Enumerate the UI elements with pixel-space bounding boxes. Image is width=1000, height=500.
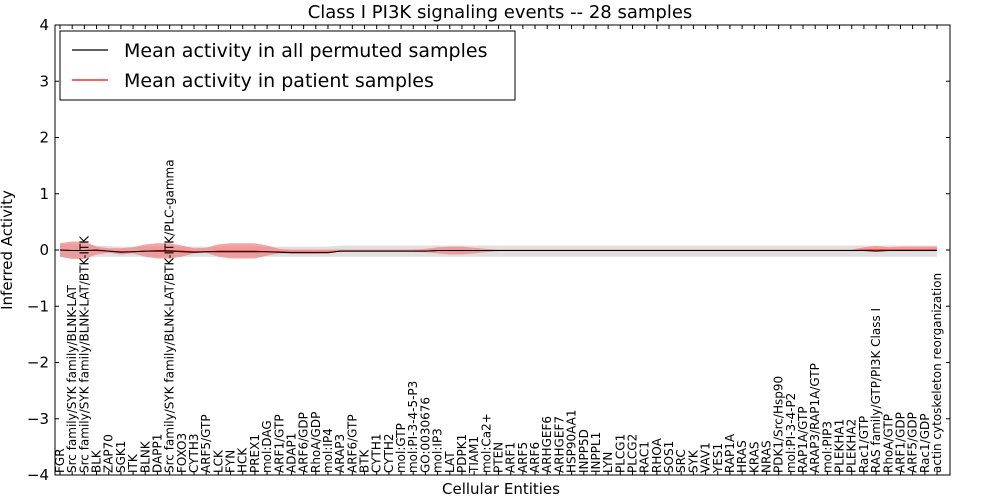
x-tick-label: YES1 bbox=[711, 443, 725, 474]
x-tick-label: ARF5/GTP bbox=[199, 414, 213, 473]
x-tick-label: PLEKHA1 bbox=[833, 419, 847, 473]
y-tick-label: 3 bbox=[39, 72, 49, 90]
x-tick-label: ARF6/GDP bbox=[297, 412, 311, 473]
y-tick-label: 4 bbox=[39, 16, 49, 34]
x-tick-label: NRAS bbox=[759, 440, 773, 473]
x-axis-label: Cellular Entities bbox=[442, 480, 560, 498]
y-tick-label: −2 bbox=[27, 354, 49, 372]
legend-box bbox=[59, 30, 516, 101]
x-tick-label: ITK bbox=[126, 453, 140, 473]
y-tick-label: 0 bbox=[39, 241, 49, 259]
x-tick-label: ARF1 bbox=[504, 442, 518, 473]
x-tick-label: LCK bbox=[211, 449, 225, 473]
x-tick-label: RAC1 bbox=[638, 441, 652, 473]
x-tick-label: LYN bbox=[601, 452, 615, 473]
x-tick-label: FYN bbox=[224, 450, 238, 473]
x-tick-label: HRAS bbox=[735, 440, 749, 473]
x-tick-label: PLEKHA2 bbox=[845, 419, 859, 473]
x-tick-label: RhoA/GDP bbox=[309, 412, 323, 473]
y-tick-label: −4 bbox=[27, 466, 49, 484]
x-tick-label: RhoA/GTP bbox=[881, 414, 895, 473]
x-tick-label: FOXO3 bbox=[175, 433, 189, 473]
x-tick-label: CYTH3 bbox=[187, 434, 201, 474]
y-tick-label: −3 bbox=[27, 410, 49, 428]
x-tick-label: ARHGEF6 bbox=[540, 416, 554, 473]
x-tick-label: RAS family/GTP/PI3K Class I bbox=[869, 308, 883, 473]
x-tick-label: ADAP1 bbox=[284, 433, 298, 473]
x-tick-label: Rac1/GDP bbox=[918, 414, 932, 473]
x-tick-label: ZAP70 bbox=[102, 434, 116, 473]
x-tick-label: ARF6/GTP bbox=[345, 414, 359, 473]
x-tick-label: BLK bbox=[90, 449, 104, 473]
x-tick-label: mol:DAG bbox=[260, 420, 274, 473]
x-tick-label: mol:Ca2+ bbox=[479, 413, 493, 473]
x-tick-label: mol:IP4 bbox=[321, 428, 335, 473]
y-tick-label: −1 bbox=[27, 297, 49, 315]
legend-label-permuted: Mean activity in all permuted samples bbox=[124, 40, 487, 62]
y-tick-label: 2 bbox=[39, 129, 49, 147]
x-tick-label: PDPK1 bbox=[455, 434, 469, 473]
x-tick-label: ARF1/GDP bbox=[893, 412, 907, 473]
x-tick-label: ARF6 bbox=[528, 442, 542, 473]
x-tick-label: RAP1A/GTP bbox=[796, 406, 810, 473]
x-tick-label: SYK bbox=[686, 449, 700, 473]
x-tick-label: Src family/SYK family/BLNK-LAT bbox=[65, 284, 79, 473]
axis-ticks: 4 3 2 1 0 −1 −2 −3 −4 bbox=[27, 16, 950, 484]
x-tick-label: GO:0030676 bbox=[418, 397, 432, 473]
series-line-permuted bbox=[59, 249, 937, 254]
y-axis-label: Inferred Activity bbox=[0, 190, 16, 310]
x-tick-label: INPPL1 bbox=[589, 432, 603, 473]
x-tick-label: mol:PI-3-4-5-P3 bbox=[406, 381, 420, 473]
x-tick-label: BTK bbox=[358, 448, 372, 473]
x-tick-label: CYTH1 bbox=[370, 433, 384, 473]
x-tick-label: TIAM1 bbox=[467, 436, 481, 474]
x-tick-label: RAP1A bbox=[723, 433, 737, 473]
x-tick-label: ARF5 bbox=[516, 442, 530, 473]
x-tick-label: PLCG2 bbox=[625, 434, 639, 473]
x-tick-label: INPP5D bbox=[577, 429, 591, 473]
x-tick-label: HSP90AA1 bbox=[565, 409, 579, 473]
x-tick-label: mol:PI-3-4-P2 bbox=[784, 393, 798, 473]
x-tick-label: PREX1 bbox=[248, 434, 262, 473]
x-tick-label: KRAS bbox=[747, 441, 761, 473]
x-tick-label: ARF1/GTP bbox=[272, 414, 286, 473]
x-tick-label: ARAP3/RAP1A/GTP bbox=[808, 363, 822, 473]
x-tick-label: FGR bbox=[53, 448, 67, 473]
x-tick-label: LAT bbox=[443, 451, 457, 473]
legend-label-patient: Mean activity in patient samples bbox=[124, 70, 434, 92]
x-tick-label: BLNK bbox=[138, 440, 152, 473]
x-tick-label: PTEN bbox=[492, 442, 506, 473]
x-tick-label: Src family/SYK family/BLNK-LAT/BTK-ITK/P… bbox=[163, 159, 177, 473]
x-tick-label: VAV1 bbox=[699, 442, 713, 473]
y-tick-label: 1 bbox=[39, 185, 49, 203]
chart-title: Class I PI3K signaling events -- 28 samp… bbox=[308, 2, 693, 23]
x-tick-label: ARAP3 bbox=[333, 434, 347, 473]
x-tick-label: mol:IP3 bbox=[431, 428, 445, 473]
x-tick-label: actin cytoskeleton reorganization bbox=[930, 273, 944, 473]
band-permuted-range bbox=[60, 244, 937, 258]
x-tick-label: PLCG1 bbox=[613, 434, 627, 473]
x-tick-label: SGK1 bbox=[114, 441, 128, 473]
legend: Mean activity in all permuted samples Me… bbox=[59, 30, 516, 101]
x-tick-label: DAPP1 bbox=[150, 434, 164, 473]
x-tick-label: PDK1/Src/Hsp90 bbox=[772, 376, 786, 473]
x-tick-label: SRC bbox=[674, 449, 688, 473]
x-tick-label: CYTH2 bbox=[382, 434, 396, 474]
x-tick-label: HCK bbox=[236, 447, 250, 473]
x-tick-label: Src family/SYK family/BLNK-LAT/BTK-ITK bbox=[77, 235, 91, 473]
x-tick-label: Rac1/GTP bbox=[857, 416, 871, 473]
x-tick-label: mol:GTP bbox=[394, 423, 408, 473]
x-tick-label: ARHGEF7 bbox=[552, 416, 566, 473]
x-tick-label: SOS1 bbox=[662, 441, 676, 473]
x-tick-label: mol:PIP3 bbox=[820, 421, 834, 473]
x-tick-label: RHOA bbox=[650, 437, 664, 473]
lines-layer bbox=[59, 249, 937, 254]
x-tick-label: ARF5/GDP bbox=[906, 412, 920, 473]
